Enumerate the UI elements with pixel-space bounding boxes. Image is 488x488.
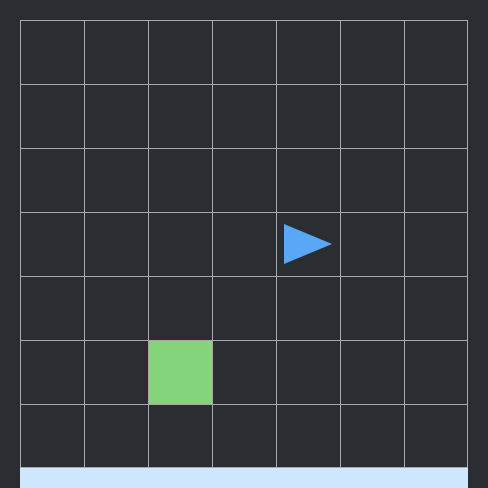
grid-line-vertical: [20, 20, 21, 468]
grid-cell: [20, 212, 84, 276]
grid-line-horizontal: [20, 404, 468, 405]
grid-cell: [340, 276, 404, 340]
grid-cell: [276, 276, 340, 340]
grid-cell: [212, 276, 276, 340]
grid-cell: [404, 340, 468, 404]
grid-cell: [84, 404, 148, 468]
grid-cell: [212, 148, 276, 212]
grid-cell: [212, 20, 276, 84]
grid-cell: [340, 340, 404, 404]
grid-cell: [84, 20, 148, 84]
grid-line-vertical: [340, 20, 341, 468]
grid-cell: [212, 404, 276, 468]
grid-line-vertical: [84, 20, 85, 468]
grid-cell: [212, 84, 276, 148]
grid-cell: [276, 404, 340, 468]
grid-cell: [212, 212, 276, 276]
grid-line-horizontal: [20, 212, 468, 213]
grid-line-vertical: [212, 20, 213, 468]
grid-line-horizontal: [20, 148, 468, 149]
grid-cell: [148, 276, 212, 340]
grid-cell: [148, 84, 212, 148]
grid-line-horizontal: [20, 340, 468, 341]
grid-cell: [148, 212, 212, 276]
grid-cell: [84, 84, 148, 148]
status-bar: [20, 468, 468, 488]
grid-cell: [84, 276, 148, 340]
grid-line-horizontal: [20, 84, 468, 85]
grid-cell: [404, 148, 468, 212]
grid-cell: [212, 340, 276, 404]
goal-square: [148, 340, 212, 404]
grid-cell: [148, 148, 212, 212]
grid-cell: [276, 148, 340, 212]
grid-cell: [20, 404, 84, 468]
grid-cell: [340, 20, 404, 84]
grid-cell: [84, 148, 148, 212]
grid-cell: [340, 212, 404, 276]
grid-cell: [404, 212, 468, 276]
grid-line-horizontal: [20, 467, 468, 468]
grid-cell: [276, 20, 340, 84]
grid-cell: [404, 20, 468, 84]
grid-cell: [148, 404, 212, 468]
grid-cell: [276, 84, 340, 148]
grid-cell: [404, 276, 468, 340]
grid-cell: [148, 20, 212, 84]
grid-cell: [340, 84, 404, 148]
grid-cell: [276, 340, 340, 404]
grid-cell: [340, 404, 404, 468]
grid-cell: [404, 404, 468, 468]
grid-line-vertical: [467, 20, 468, 468]
grid-cell: [84, 212, 148, 276]
game-grid: [20, 20, 468, 468]
grid-cell: [84, 340, 148, 404]
grid-cell: [20, 340, 84, 404]
grid-line-horizontal: [20, 276, 468, 277]
grid-cell: [20, 148, 84, 212]
grid-line-vertical: [276, 20, 277, 468]
grid-line-vertical: [148, 20, 149, 468]
grid-cell: [20, 276, 84, 340]
grid-cell: [404, 84, 468, 148]
grid-cell: [340, 148, 404, 212]
grid-line-horizontal: [20, 20, 468, 21]
grid-line-vertical: [404, 20, 405, 468]
grid-cell: [20, 20, 84, 84]
grid-cell: [20, 84, 84, 148]
agent-arrow-icon: [284, 224, 332, 264]
